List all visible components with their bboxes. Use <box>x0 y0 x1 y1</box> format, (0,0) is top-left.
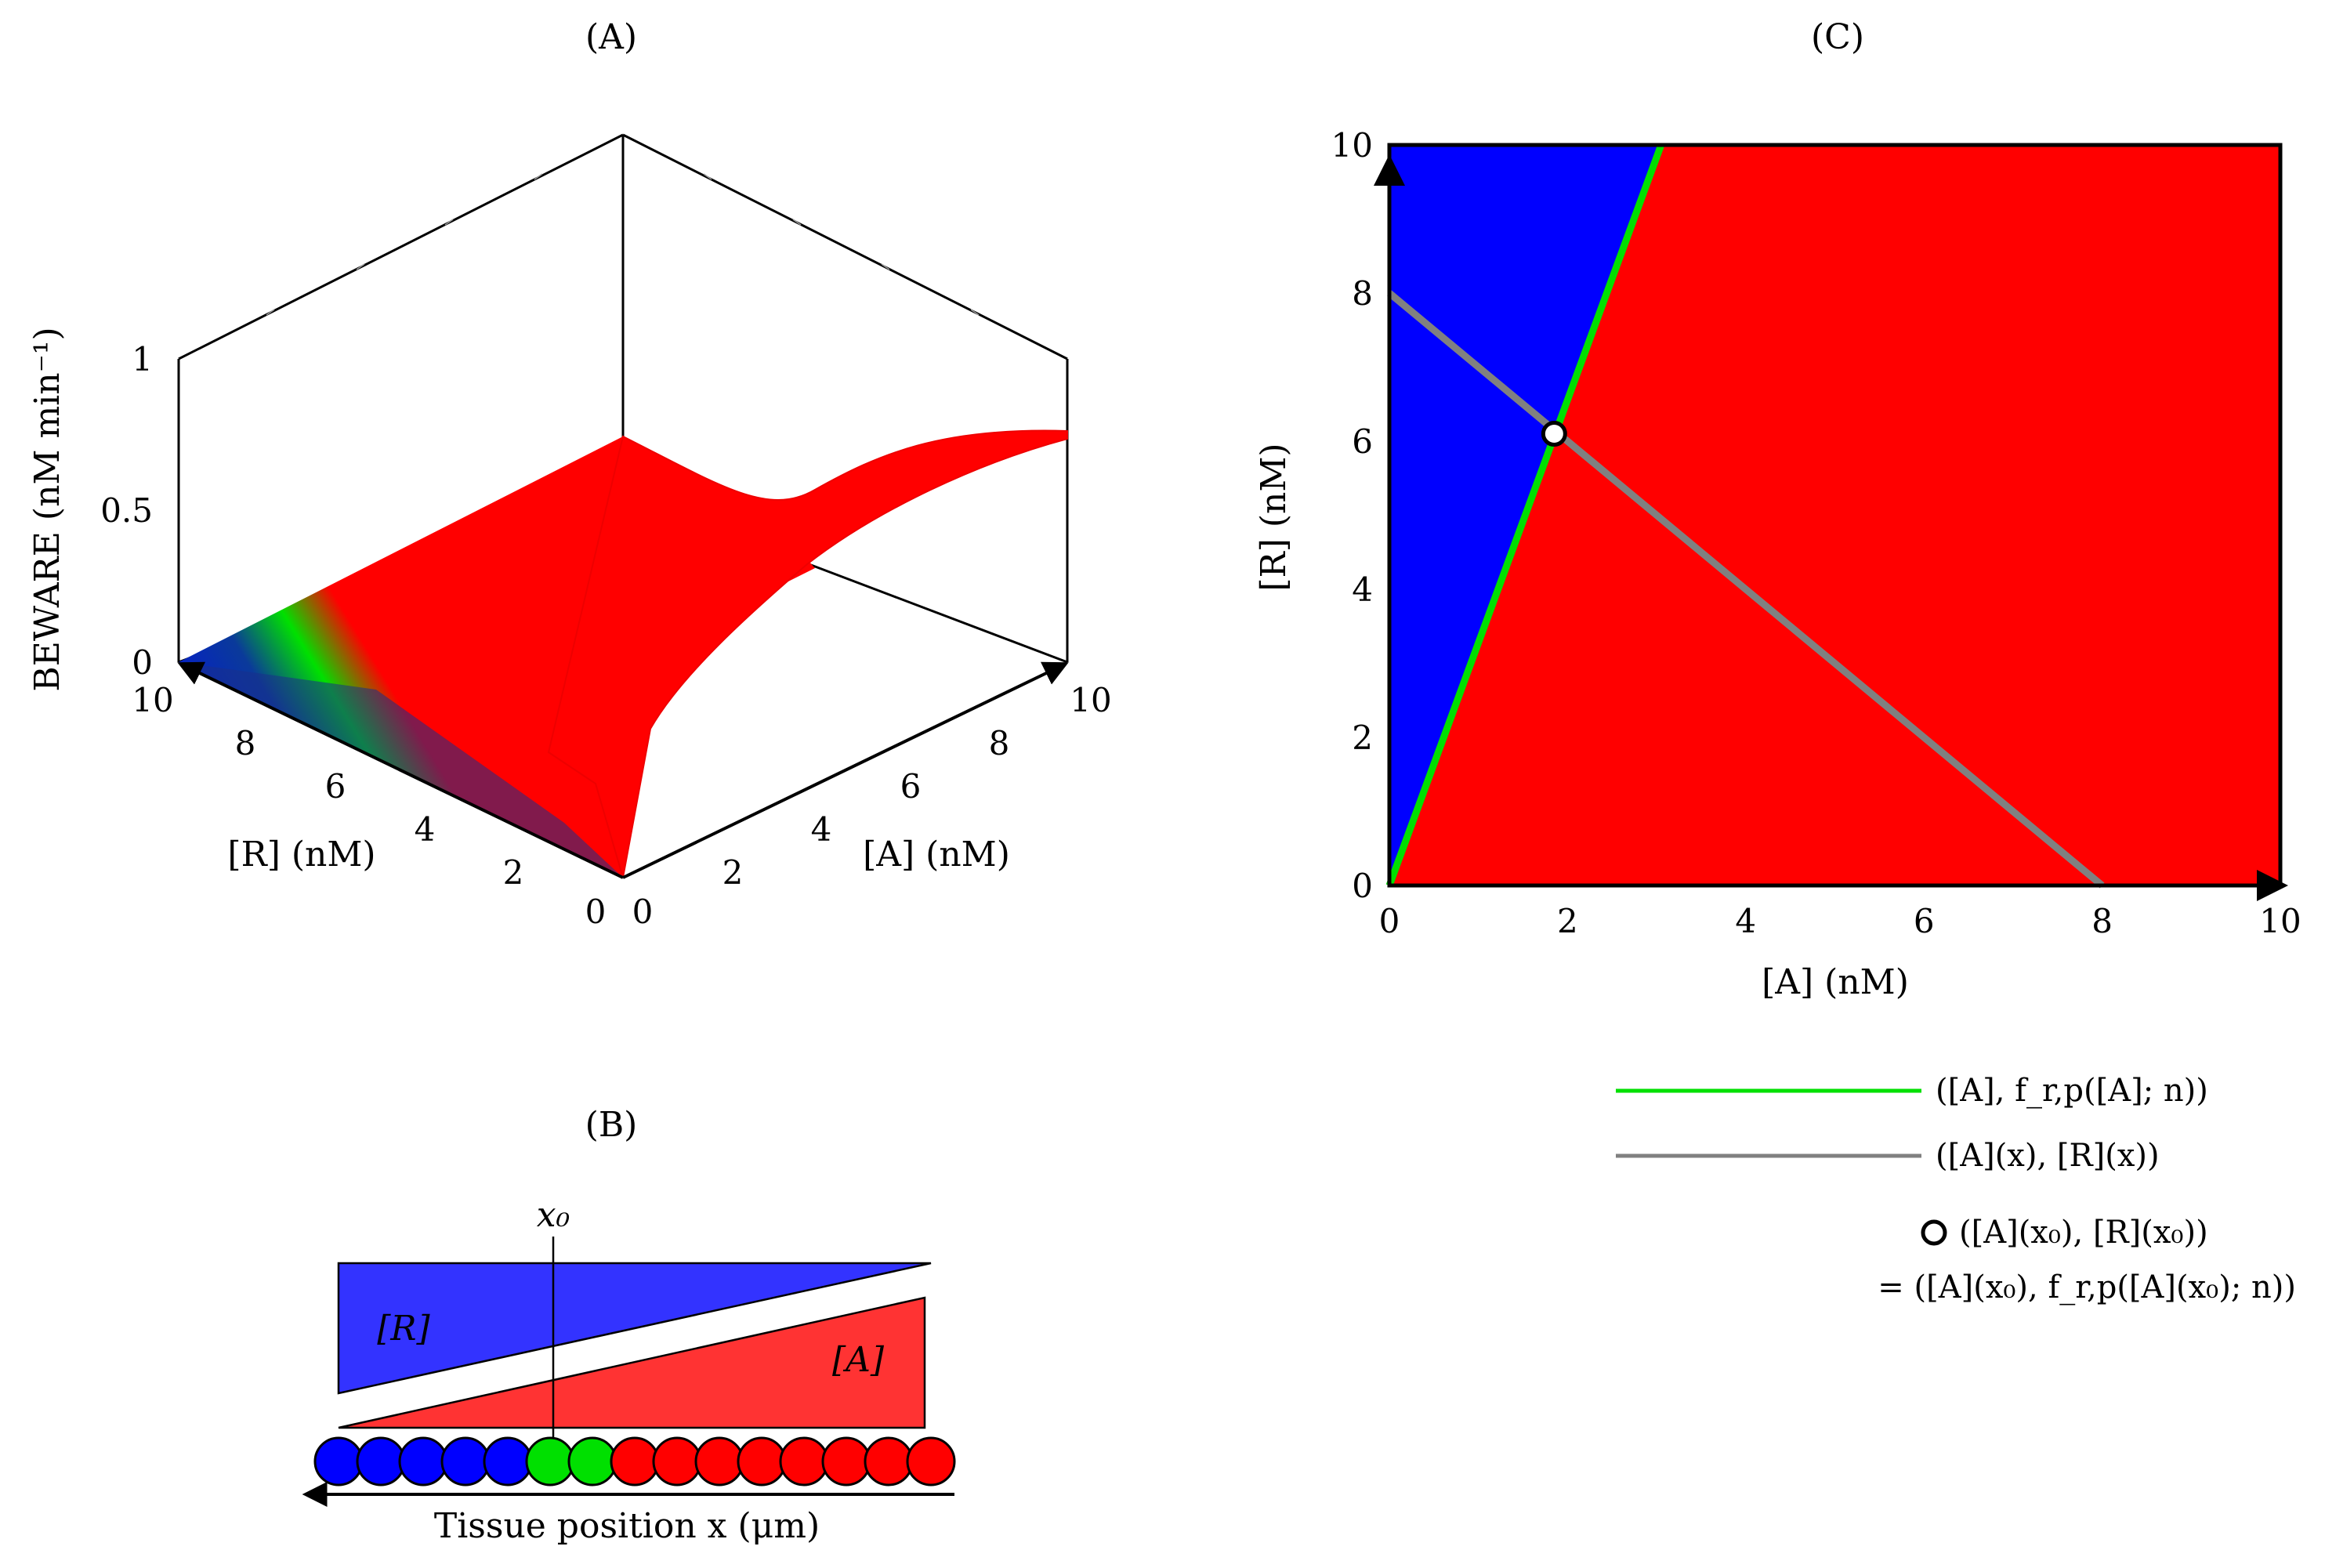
c-y-tick-label: 8 <box>1352 274 1373 313</box>
c-xlabel: [A] (nM) <box>1762 962 1909 1002</box>
r-ticks: 0 2 4 6 8 10 <box>132 681 606 931</box>
cell-green <box>525 1436 575 1487</box>
panel-c-title: (C) <box>1811 17 1864 57</box>
tissue-axis-label: Tissue position x (μm) <box>434 1506 820 1546</box>
r-tick-label: 8 <box>235 724 256 762</box>
a-tick-label: 10 <box>1070 681 1111 719</box>
panel-b-title: (B) <box>585 1105 638 1145</box>
legend-label: ([A], f_r,p([A]; n)) <box>1936 1073 2208 1109</box>
r-tick-label: 6 <box>325 767 346 806</box>
green-boundary-line <box>1385 143 1665 887</box>
legend-label: = ([A](x₀), f_r,p([A](x₀); n)) <box>1878 1269 2296 1305</box>
z-tick-label: 1 <box>132 340 153 378</box>
z-tick-label: 0.5 <box>100 491 153 530</box>
c-y-tick-label: 4 <box>1352 570 1373 609</box>
r-tick-label: 0 <box>585 893 607 931</box>
back-wall-ticks <box>266 173 980 316</box>
c-y-tick-label: 0 <box>1352 867 1373 905</box>
legend: ([A], f_r,p([A]; n)) ([A](x), [R](x)) ([… <box>1616 1073 2296 1305</box>
x0-marker-label: x₀ <box>537 1195 570 1235</box>
cell-blue <box>398 1436 448 1487</box>
c-x-tick-label: 10 <box>2259 902 2301 940</box>
cell-blue <box>313 1436 364 1487</box>
c-y-tick-label: 6 <box>1352 422 1373 461</box>
panel-a: (A) <box>27 17 1112 931</box>
cell-red <box>694 1436 744 1487</box>
c-x-tick-label: 0 <box>1379 902 1400 940</box>
a-ticks: 0 2 4 6 8 10 <box>632 681 1112 931</box>
cell-red <box>864 1436 914 1487</box>
a-gradient-label: [A] <box>832 1340 885 1380</box>
panel-c: (C) 0 2 4 6 8 10 0 2 4 6 8 10 [A] (nM) [R] (nM) ([A… <box>1254 17 2301 1305</box>
a-tick-label: 0 <box>632 893 654 931</box>
cell-red <box>610 1436 660 1487</box>
cell-green <box>567 1436 617 1487</box>
cell-blue <box>356 1436 406 1487</box>
a-axis-label: [A] (nM) <box>863 835 1010 875</box>
z-ticks: 1 0.5 0 <box>100 340 153 682</box>
a-gradient <box>338 1296 926 1429</box>
legend-label: ([A](x₀), [R](x₀)) <box>1959 1215 2208 1251</box>
r-axis-arrow <box>177 661 624 879</box>
c-x-tick-label: 4 <box>1735 902 1756 940</box>
z-axis-label: BEWARE (nM min⁻¹) <box>27 327 67 691</box>
cell-row <box>313 1436 956 1487</box>
cell-blue <box>483 1436 533 1487</box>
c-x-tick-label: 2 <box>1557 902 1578 940</box>
surface-ridge <box>547 429 1068 878</box>
r-tick-label: 4 <box>415 810 436 849</box>
c-ylabel: [R] (nM) <box>1254 443 1294 591</box>
cell-red <box>779 1436 829 1487</box>
r-tick-label: 10 <box>132 681 173 719</box>
r-gradient <box>337 1262 932 1395</box>
legend-circle-marker <box>1921 1219 1947 1246</box>
box-front-edges <box>177 661 1069 879</box>
c-x-tick-label: 6 <box>1914 902 1935 940</box>
r-gradient-label: [R] <box>377 1309 430 1349</box>
legend-label: ([A](x), [R](x)) <box>1936 1138 2160 1174</box>
a-tick-label: 6 <box>900 767 922 806</box>
c-y-tick-label: 10 <box>1331 126 1373 165</box>
surface <box>179 429 1068 878</box>
c-x-tick-label: 8 <box>2091 902 2113 940</box>
gray-trajectory-line <box>1387 290 2105 889</box>
a-tick-label: 4 <box>811 810 832 849</box>
z-tick-label: 0 <box>132 643 153 682</box>
a-tick-label: 2 <box>722 853 744 892</box>
cell-red <box>737 1436 787 1487</box>
intersection-point <box>1541 421 1567 447</box>
cell-blue <box>440 1436 491 1487</box>
a-tick-label: 8 <box>989 724 1010 762</box>
cell-red <box>821 1436 871 1487</box>
c-y-tick-label: 2 <box>1352 719 1373 757</box>
c-ticks: 0 2 4 6 8 10 0 2 4 6 8 10 <box>1331 126 2301 940</box>
r-axis-label: [R] (nM) <box>227 835 375 875</box>
panel-a-title: (A) <box>585 17 637 57</box>
cell-red <box>652 1436 702 1487</box>
cell-red <box>906 1436 956 1487</box>
panel-b: (B) [R] [A] x₀ Tissue position x (μm) <box>302 1105 956 1546</box>
r-tick-label: 2 <box>503 853 524 892</box>
a-axis-arrow <box>622 661 1069 879</box>
